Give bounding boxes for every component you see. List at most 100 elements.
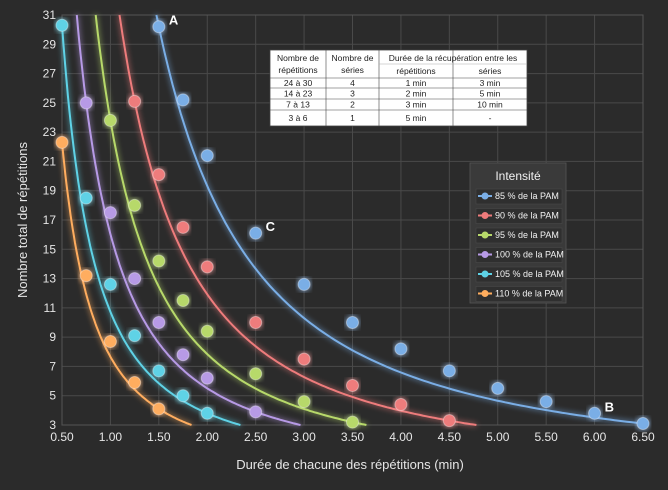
data-point: [442, 414, 456, 428]
data-point: [103, 206, 117, 220]
data-point: [346, 415, 359, 429]
table-header: Nombre de: [277, 53, 319, 63]
legend-entry-label: 85 % de la PAM: [495, 191, 559, 201]
y-tick-label: 5: [49, 389, 56, 403]
series-6: [55, 135, 192, 426]
data-point: [297, 395, 311, 409]
ticks: 0.50 1.00 1.50 2.00 2.50 3.00 3.50 4.00 4.50 5.00…: [43, 8, 655, 444]
y-tick-label: 25: [43, 96, 57, 110]
legend-swatch-marker: [481, 290, 489, 297]
data-point: [539, 395, 553, 409]
legend-entry-label: 110 % de la PAM: [495, 289, 563, 299]
legend-entry-bg: [475, 286, 563, 302]
table-header: répétitions: [396, 66, 435, 76]
series-line: [61, 142, 192, 426]
series-4: [75, 14, 301, 426]
series-layer: [55, 14, 650, 431]
data-point: [176, 348, 190, 362]
legend-swatch-marker: [481, 212, 489, 219]
data-point: [128, 376, 142, 390]
data-point: [152, 364, 166, 378]
x-tick-label: 1.00: [99, 430, 123, 444]
table-cell: 1: [350, 113, 355, 123]
table-cell: 3 à 6: [289, 113, 308, 123]
legend-entry-bg: [475, 247, 563, 263]
data-point: [200, 260, 214, 274]
legend-entry-bg: [475, 208, 563, 224]
table-cell: 3 min: [480, 78, 501, 88]
data-point: [200, 406, 214, 420]
table-cell: 5 min: [480, 89, 501, 99]
x-axis-title: Durée de chacune des répétitions (min): [236, 457, 464, 472]
table-cell: 24 à 30: [284, 78, 313, 88]
series-line: [75, 14, 301, 426]
y-tick-label: 17: [43, 213, 57, 227]
annotations: A C B: [169, 13, 614, 415]
x-tick-label: 3.00: [292, 430, 316, 444]
data-point: [297, 352, 311, 366]
table-cell: 2: [350, 100, 355, 110]
x-tick-label: 3.50: [341, 430, 365, 444]
x-tick-label: 5.50: [534, 430, 558, 444]
data-point: [346, 378, 359, 392]
table-header: Nombre de: [331, 53, 373, 63]
legend-entry-label: 90 % de la PAM: [495, 211, 559, 221]
data-point: [152, 254, 166, 268]
series-2: [118, 14, 477, 428]
legend-swatch-marker: [481, 192, 489, 200]
table-header: séries: [479, 66, 502, 76]
y-tick-label: 27: [43, 67, 57, 81]
data-point: [128, 329, 142, 343]
table-cell: 10 min: [477, 100, 503, 110]
data-point: [55, 135, 69, 149]
table-cell: 14 à 23: [284, 89, 313, 99]
data-point: [55, 18, 69, 32]
x-tick-label: 2.00: [196, 430, 220, 444]
data-point: [200, 324, 214, 338]
table-cell: 3 min: [406, 100, 427, 110]
series-line: [155, 14, 644, 425]
x-tick-label: 0.50: [50, 430, 74, 444]
legend-swatch-marker: [481, 270, 489, 278]
y-tick-label: 31: [43, 8, 57, 22]
x-tick-label: 1.50: [147, 430, 171, 444]
data-point: [128, 94, 142, 108]
data-point: [103, 277, 117, 291]
x-tick-label: 6.00: [583, 430, 607, 444]
legend-entry-bg: [475, 266, 563, 283]
data-point: [176, 93, 190, 107]
data-point: [152, 402, 166, 416]
series-5: [55, 18, 241, 426]
data-point: [200, 149, 214, 163]
recovery-table: Nombre de répétitions Nombre de séries Durée…: [269, 49, 528, 127]
y-tick-label: 7: [49, 359, 56, 373]
table-header: Durée de la récupération entre les: [389, 53, 518, 63]
data-point: [394, 342, 408, 356]
legend-swatch-marker: [481, 231, 489, 239]
data-point: [249, 367, 263, 381]
data-point: [176, 220, 190, 234]
table-cell: 1 min: [406, 78, 427, 88]
data-point: [103, 335, 117, 349]
x-tick-label: 2.50: [244, 430, 268, 444]
legend-title: Intensité: [495, 169, 541, 183]
table-header: répétitions: [278, 65, 317, 75]
legend-entry-label: 105 % de la PAM: [495, 269, 564, 279]
y-tick-label: 21: [43, 154, 57, 168]
x-tick-label: 6.50: [631, 430, 655, 444]
annotation-label: C: [266, 219, 276, 234]
data-point: [176, 294, 190, 308]
data-point: [636, 417, 650, 431]
table-cell: 5 min: [406, 113, 427, 123]
table-cell: 4: [350, 78, 355, 88]
y-tick-label: 29: [43, 37, 57, 51]
data-point: [79, 96, 93, 110]
y-tick-label: 13: [43, 272, 57, 286]
data-point: [249, 316, 263, 329]
data-point: [346, 316, 359, 329]
data-point: [588, 406, 602, 420]
y-tick-label: 9: [49, 330, 56, 344]
data-point: [249, 226, 263, 240]
x-tick-label: 5.00: [486, 430, 510, 444]
